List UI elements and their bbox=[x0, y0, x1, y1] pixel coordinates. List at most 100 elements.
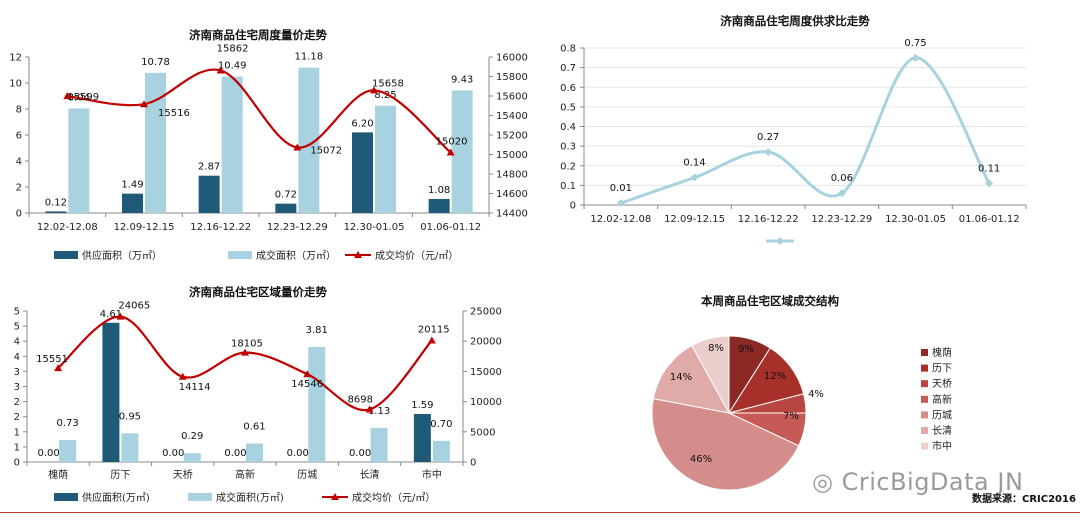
pie-percent-label: 14% bbox=[670, 372, 692, 383]
bar-supply bbox=[122, 193, 143, 213]
chart-title: 本周商品住宅区域成交结构 bbox=[701, 294, 839, 308]
pie-percent-label: 12% bbox=[764, 371, 786, 382]
legend-swatch bbox=[921, 427, 928, 434]
bar-value-label: 1.13 bbox=[368, 406, 390, 417]
left-tick-label: 4 bbox=[14, 337, 20, 348]
legend-label-sales: 成交面积(万㎡) bbox=[216, 491, 284, 504]
bar-value-label: 0.61 bbox=[243, 422, 265, 433]
bar-sales bbox=[298, 67, 320, 213]
legend-label: 市中 bbox=[932, 440, 952, 453]
wechat-icon: ◎ bbox=[812, 468, 834, 496]
legend-label: 高新 bbox=[932, 393, 952, 406]
bar-sales bbox=[59, 439, 77, 462]
bar-value-label: 0.29 bbox=[181, 431, 203, 442]
right-tick-label: 15000 bbox=[496, 150, 528, 161]
left-tick-label: 5 bbox=[14, 307, 20, 318]
chart-title: 济南商品住宅区域量价走势 bbox=[189, 285, 327, 299]
ratio-value-label: 0.14 bbox=[683, 158, 705, 169]
bar-sales bbox=[432, 440, 450, 462]
price-point-marker bbox=[370, 86, 378, 94]
price-value-label: 15551 bbox=[36, 354, 68, 365]
bar-value-label: 0.00 bbox=[162, 448, 184, 459]
bar-sales bbox=[370, 427, 388, 462]
x-category-label: 12.30-01.05 bbox=[885, 214, 946, 225]
right-tick-label: 16000 bbox=[496, 53, 528, 64]
legend-swatch-sales bbox=[188, 493, 212, 501]
y-tick-label: 0.8 bbox=[560, 44, 576, 55]
left-tick-label: 3 bbox=[14, 367, 20, 378]
left-tick-label: 0 bbox=[14, 458, 20, 469]
y-tick-label: 0.6 bbox=[560, 83, 576, 94]
x-category-label: 12.02-12.08 bbox=[37, 222, 98, 233]
left-tick-label: 4 bbox=[16, 157, 22, 168]
right-tick-label: 15600 bbox=[496, 92, 528, 103]
pie-slice bbox=[691, 335, 730, 414]
y-tick-label: 0.4 bbox=[560, 122, 576, 133]
bar-sales bbox=[121, 433, 139, 462]
ratio-value-label: 0.01 bbox=[610, 183, 632, 194]
left-tick-label: 12 bbox=[9, 53, 22, 64]
bar-supply bbox=[275, 203, 297, 213]
price-value-label: 15862 bbox=[217, 43, 249, 54]
ratio-point-marker bbox=[616, 199, 625, 208]
right-tick-label: 15200 bbox=[496, 131, 528, 142]
legend-label-supply: 供应面积（万㎡） bbox=[82, 249, 162, 262]
price-point-marker bbox=[241, 348, 249, 356]
y-tick-label: 0.2 bbox=[560, 161, 576, 172]
watermark-text: CricBigData JN bbox=[841, 468, 1024, 496]
legend-swatch bbox=[921, 442, 928, 450]
chart-title: 济南商品住宅周度量价走势 bbox=[189, 28, 327, 42]
bar-value-label: 1.59 bbox=[411, 400, 433, 411]
bar-value-label: 3.81 bbox=[306, 325, 328, 336]
left-tick-label: 8 bbox=[16, 105, 22, 116]
bar-sales bbox=[246, 443, 263, 462]
bar-value-label: 9.43 bbox=[451, 74, 473, 85]
price-point-marker bbox=[427, 336, 436, 344]
left-tick-label: 1 bbox=[14, 442, 20, 453]
right-tick-label: 14800 bbox=[496, 170, 528, 181]
x-category-label: 01.06-01.12 bbox=[959, 214, 1020, 225]
bar-value-label: 8.25 bbox=[374, 90, 396, 101]
price-point-marker bbox=[63, 92, 72, 100]
district-structure-pie-chart: 本周商品住宅区域成交结构 9% 12% 4% 7% 46% 14% 8% 槐荫历下天桥高新历城… bbox=[651, 294, 952, 491]
bar-value-label: 0.73 bbox=[57, 418, 79, 429]
pie-percent-label: 9% bbox=[738, 344, 754, 355]
pie-percent-label: 46% bbox=[690, 454, 712, 465]
bar-value-label: 0.00 bbox=[224, 448, 246, 459]
price-value-label: 14114 bbox=[179, 382, 211, 393]
right-tick-label: 0 bbox=[470, 458, 476, 469]
bar-value-label: 1.08 bbox=[428, 185, 450, 196]
bar-supply bbox=[413, 413, 431, 462]
x-category-label: 天桥 bbox=[173, 469, 193, 481]
x-category-label: 12.16-12.22 bbox=[738, 214, 799, 225]
bar-value-label: 11.18 bbox=[295, 52, 324, 63]
price-value-label: 14546 bbox=[291, 379, 323, 390]
x-category-label: 12.30-01.05 bbox=[344, 222, 405, 233]
bar-value-label: 0.00 bbox=[38, 448, 60, 459]
left-tick-label: 6 bbox=[16, 131, 22, 142]
ratio-value-label: 0.11 bbox=[978, 163, 1000, 174]
ratio-point-marker bbox=[690, 173, 699, 182]
right-tick-label: 5000 bbox=[470, 427, 495, 438]
price-value-label: 15599 bbox=[67, 92, 99, 103]
legend-label-sales: 成交面积（万㎡） bbox=[256, 249, 336, 262]
right-tick-label: 14600 bbox=[496, 189, 528, 200]
legend-swatch-sales bbox=[228, 251, 252, 259]
left-tick-label: 0 bbox=[16, 209, 22, 220]
bar-sales bbox=[183, 453, 201, 462]
bar-value-label: 2.87 bbox=[198, 162, 220, 173]
legend-label: 历城 bbox=[932, 409, 952, 421]
right-tick-label: 10000 bbox=[470, 397, 502, 408]
ratio-value-label: 0.06 bbox=[831, 173, 853, 184]
bar-sales bbox=[375, 105, 396, 213]
bar-sales bbox=[145, 72, 166, 213]
x-category-label: 高新 bbox=[235, 468, 255, 481]
price-value-label: 20115 bbox=[418, 325, 450, 336]
right-tick-label: 15400 bbox=[496, 111, 528, 122]
bar-value-label: 6.20 bbox=[351, 118, 373, 129]
ratio-value-label: 0.27 bbox=[757, 132, 779, 143]
legend-swatch-supply bbox=[54, 493, 78, 501]
chart-title: 济南商品住宅周度供求比走势 bbox=[720, 14, 870, 28]
right-tick-label: 14400 bbox=[496, 209, 528, 220]
bar-value-label: 0.95 bbox=[119, 411, 141, 422]
